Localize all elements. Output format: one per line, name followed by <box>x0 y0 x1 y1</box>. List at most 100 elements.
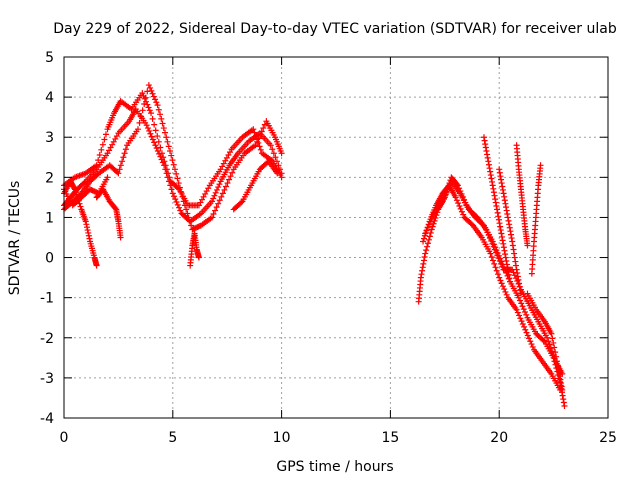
data-point-marker <box>147 84 154 91</box>
data-point-marker <box>216 181 223 188</box>
data-point-marker <box>210 195 217 202</box>
data-point-marker <box>424 243 431 250</box>
data-point-marker <box>494 206 501 213</box>
data-point-marker <box>505 268 512 275</box>
data-point-marker <box>517 297 524 304</box>
data-point-marker <box>149 90 156 97</box>
y-tick-label: 5 <box>45 50 54 66</box>
track-h <box>230 158 281 213</box>
data-point-marker <box>502 251 509 258</box>
data-point-marker <box>497 277 504 284</box>
data-point-marker <box>170 161 177 168</box>
data-point-marker <box>195 254 202 261</box>
data-point-marker <box>158 150 165 157</box>
data-point-marker <box>145 104 152 111</box>
data-point-marker <box>513 306 520 313</box>
data-point-marker <box>148 87 155 94</box>
data-point-marker <box>560 396 567 403</box>
data-point-marker <box>508 231 515 238</box>
data-point-marker <box>506 224 513 231</box>
data-point-marker <box>516 312 523 319</box>
data-point-marker <box>254 136 261 143</box>
data-point-marker <box>440 195 447 202</box>
data-point-marker <box>251 129 258 136</box>
data-point-marker <box>420 257 427 264</box>
data-point-marker <box>504 264 511 271</box>
data-point-marker <box>507 228 514 235</box>
data-point-marker <box>163 134 170 141</box>
data-point-marker <box>505 271 512 278</box>
data-point-marker <box>501 197 508 204</box>
data-point-marker <box>519 303 526 310</box>
data-point-marker <box>514 309 521 316</box>
x-tick-label: 15 <box>381 430 399 446</box>
data-point-marker <box>550 339 557 346</box>
data-point-marker <box>227 173 234 180</box>
x-tick-label: 10 <box>273 430 291 446</box>
data-point-marker <box>168 186 175 193</box>
track-d <box>61 178 100 269</box>
y-tick-label: 2 <box>45 170 54 186</box>
data-point-marker <box>152 127 159 134</box>
data-point-marker <box>499 183 506 190</box>
data-point-marker <box>218 193 225 200</box>
data-point-marker <box>177 207 184 214</box>
data-point-marker <box>496 274 503 281</box>
data-point-marker <box>495 216 502 223</box>
data-point-marker <box>498 280 505 287</box>
data-point-marker <box>155 138 162 145</box>
track-c <box>61 90 285 209</box>
data-point-marker <box>493 202 500 209</box>
data-point-marker <box>278 150 285 157</box>
data-point-marker <box>146 127 153 134</box>
data-point-marker <box>497 227 504 234</box>
data-point-marker <box>163 166 170 173</box>
data-point-marker <box>501 286 508 293</box>
data-point-marker <box>104 174 111 181</box>
data-point-marker <box>485 158 492 165</box>
data-point-marker <box>149 115 156 122</box>
data-point-marker <box>515 294 522 301</box>
data-point-marker <box>483 147 490 154</box>
data-point-marker <box>173 198 180 205</box>
data-point-marker <box>138 113 145 120</box>
track-o <box>528 162 544 277</box>
data-point-marker <box>560 399 567 406</box>
data-point-marker <box>484 151 491 158</box>
data-point-marker <box>486 165 493 172</box>
y-tick-label: 4 <box>45 90 54 106</box>
data-point-marker <box>175 185 182 192</box>
data-point-marker <box>211 192 218 199</box>
data-point-marker <box>144 125 151 132</box>
x-axis-label: GPS time / hours <box>276 459 393 475</box>
data-point-marker <box>489 240 496 247</box>
data-point-marker <box>139 107 146 114</box>
data-point-marker <box>140 92 147 99</box>
data-point-marker <box>153 99 160 106</box>
data-point-marker <box>558 380 565 387</box>
data-point-marker <box>112 205 119 212</box>
data-point-marker <box>516 280 523 287</box>
data-point-marker <box>221 186 228 193</box>
data-point-marker <box>528 341 535 348</box>
data-point-marker <box>495 255 502 262</box>
data-point-marker <box>482 144 489 151</box>
data-point-marker <box>444 186 451 193</box>
data-point-marker <box>496 220 503 227</box>
data-point-marker <box>555 366 562 373</box>
data-point-marker <box>507 278 514 285</box>
data-point-marker <box>486 235 493 242</box>
data-point-marker <box>561 402 568 409</box>
data-point-marker <box>483 226 490 233</box>
data-point-marker <box>509 238 516 245</box>
data-point-marker <box>157 111 164 118</box>
data-point-marker <box>250 126 257 133</box>
data-point-marker <box>489 182 496 189</box>
data-point-marker <box>515 276 522 283</box>
data-point-marker <box>93 162 100 169</box>
data-point-marker <box>270 150 277 157</box>
data-point-marker <box>95 157 102 164</box>
data-point-marker <box>212 189 219 196</box>
data-point-marker <box>498 230 505 237</box>
data-point-marker <box>526 335 533 342</box>
